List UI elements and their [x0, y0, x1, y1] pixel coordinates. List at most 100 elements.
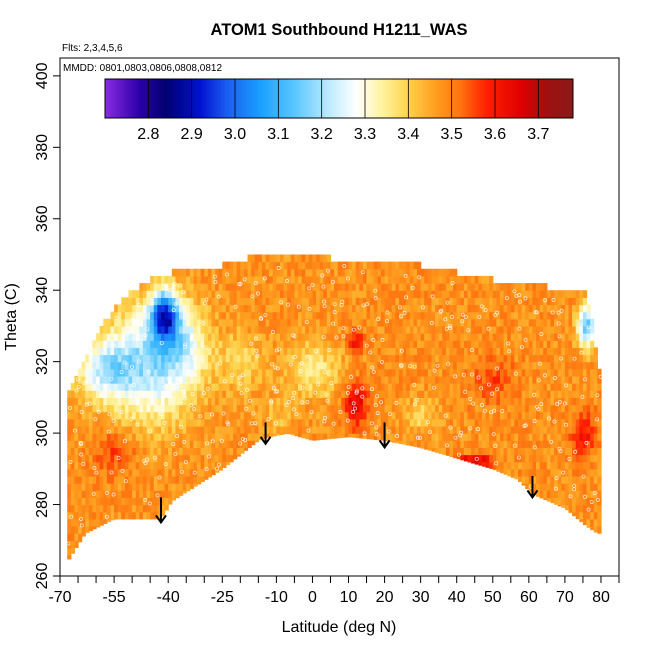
heatmap-cell — [568, 511, 573, 514]
heatmap-cell — [186, 461, 191, 470]
heatmap-cell — [564, 361, 570, 370]
heatmap-cell — [521, 475, 526, 484]
heatmap-cell — [525, 311, 530, 320]
observation-dot — [512, 443, 517, 448]
heatmap-cell — [507, 325, 512, 334]
heatmap-cell — [467, 440, 472, 448]
y-tick-label: 400 — [34, 62, 51, 89]
heatmap-cell — [460, 333, 465, 341]
heatmap-cell — [481, 354, 487, 363]
heatmap-cell — [189, 418, 195, 427]
heatmap-cell — [121, 461, 126, 470]
heatmap-cell — [582, 325, 588, 334]
heatmap-cell — [142, 290, 148, 298]
heatmap-cell — [518, 318, 523, 327]
observation-dot — [399, 314, 404, 319]
heatmap-cell — [200, 297, 205, 306]
heatmap-cell — [323, 325, 328, 334]
heatmap-cell — [460, 354, 465, 363]
observation-dot — [322, 299, 327, 304]
observation-dot — [477, 314, 482, 319]
heatmap-cell — [561, 397, 566, 406]
heatmap-cell — [409, 261, 415, 270]
heatmap-cell — [334, 425, 339, 434]
heatmap-cell — [399, 411, 404, 420]
heatmap-cell — [70, 397, 76, 406]
heatmap-cell — [78, 504, 83, 513]
heatmap-cell — [305, 383, 310, 391]
heatmap-cell — [514, 425, 519, 434]
heatmap-cell — [186, 468, 191, 477]
observation-dot — [192, 407, 197, 412]
heatmap-cell — [124, 390, 130, 398]
heatmap-cell — [211, 325, 216, 334]
observation-dot — [512, 289, 517, 294]
heatmap-cell — [78, 490, 83, 498]
observation-dot — [493, 443, 498, 448]
heatmap-cell — [334, 275, 339, 284]
heatmap-cell — [157, 390, 162, 398]
heatmap-cell — [503, 468, 508, 475]
heatmap-cell — [543, 375, 548, 384]
heatmap-cell — [438, 275, 443, 284]
heatmap-cell — [402, 440, 407, 445]
heatmap-cell — [453, 347, 458, 356]
heatmap-cell — [110, 325, 115, 334]
observation-dot — [191, 355, 196, 360]
heatmap-cell — [81, 440, 86, 448]
heatmap-cell — [579, 354, 584, 363]
heatmap-cell — [171, 425, 177, 434]
heatmap-cell — [507, 283, 512, 291]
heatmap-cell — [70, 525, 76, 534]
heatmap-cell — [514, 461, 519, 470]
heatmap-cell — [298, 347, 303, 356]
heatmap-cell — [124, 375, 130, 384]
heatmap-cell — [453, 433, 458, 441]
heatmap-cell — [330, 354, 335, 363]
heatmap-cell — [337, 318, 342, 327]
heatmap-cell — [341, 418, 346, 427]
heatmap-cell — [572, 390, 577, 398]
heatmap-cell — [460, 411, 465, 420]
heatmap-cell — [243, 390, 249, 398]
heatmap-cell — [449, 454, 454, 458]
heatmap-cell — [269, 311, 274, 320]
heatmap-cell — [128, 390, 133, 398]
heatmap-cell — [121, 375, 126, 384]
heatmap-cell — [215, 347, 220, 356]
heatmap-cell — [489, 347, 494, 356]
heatmap-cell — [435, 333, 440, 341]
observation-dot — [516, 455, 521, 460]
heatmap-cell — [427, 404, 433, 413]
heatmap-cell — [528, 475, 534, 484]
heatmap-cell — [279, 383, 285, 391]
heatmap-cell — [254, 433, 259, 441]
heatmap-cell — [247, 347, 252, 356]
heatmap-cell — [575, 297, 580, 306]
observation-dot — [460, 312, 465, 317]
observation-dot — [253, 336, 258, 341]
heatmap-cell — [442, 275, 447, 284]
heatmap-cell — [254, 261, 259, 270]
heatmap-cell — [518, 397, 523, 406]
heatmap-cell — [103, 390, 108, 398]
heatmap-cell — [579, 447, 584, 456]
heatmap-cell — [463, 275, 469, 284]
heatmap-cell — [341, 347, 346, 356]
observation-dot — [107, 412, 112, 417]
heatmap-cell — [186, 475, 191, 484]
heatmap-cell — [197, 361, 202, 370]
heatmap-cell — [456, 283, 461, 291]
heatmap-cell — [344, 325, 350, 334]
heatmap-cell — [312, 311, 317, 320]
heatmap-cell — [507, 311, 512, 320]
heatmap-cell — [550, 361, 555, 370]
heatmap-cell — [518, 311, 523, 320]
heatmap-cell — [182, 397, 187, 406]
observation-dot — [182, 439, 187, 444]
heatmap-cell — [139, 511, 144, 520]
heatmap-cell — [413, 333, 418, 341]
heatmap-cell — [88, 461, 94, 470]
observation-dot — [360, 270, 365, 275]
heatmap-cell — [290, 433, 296, 436]
